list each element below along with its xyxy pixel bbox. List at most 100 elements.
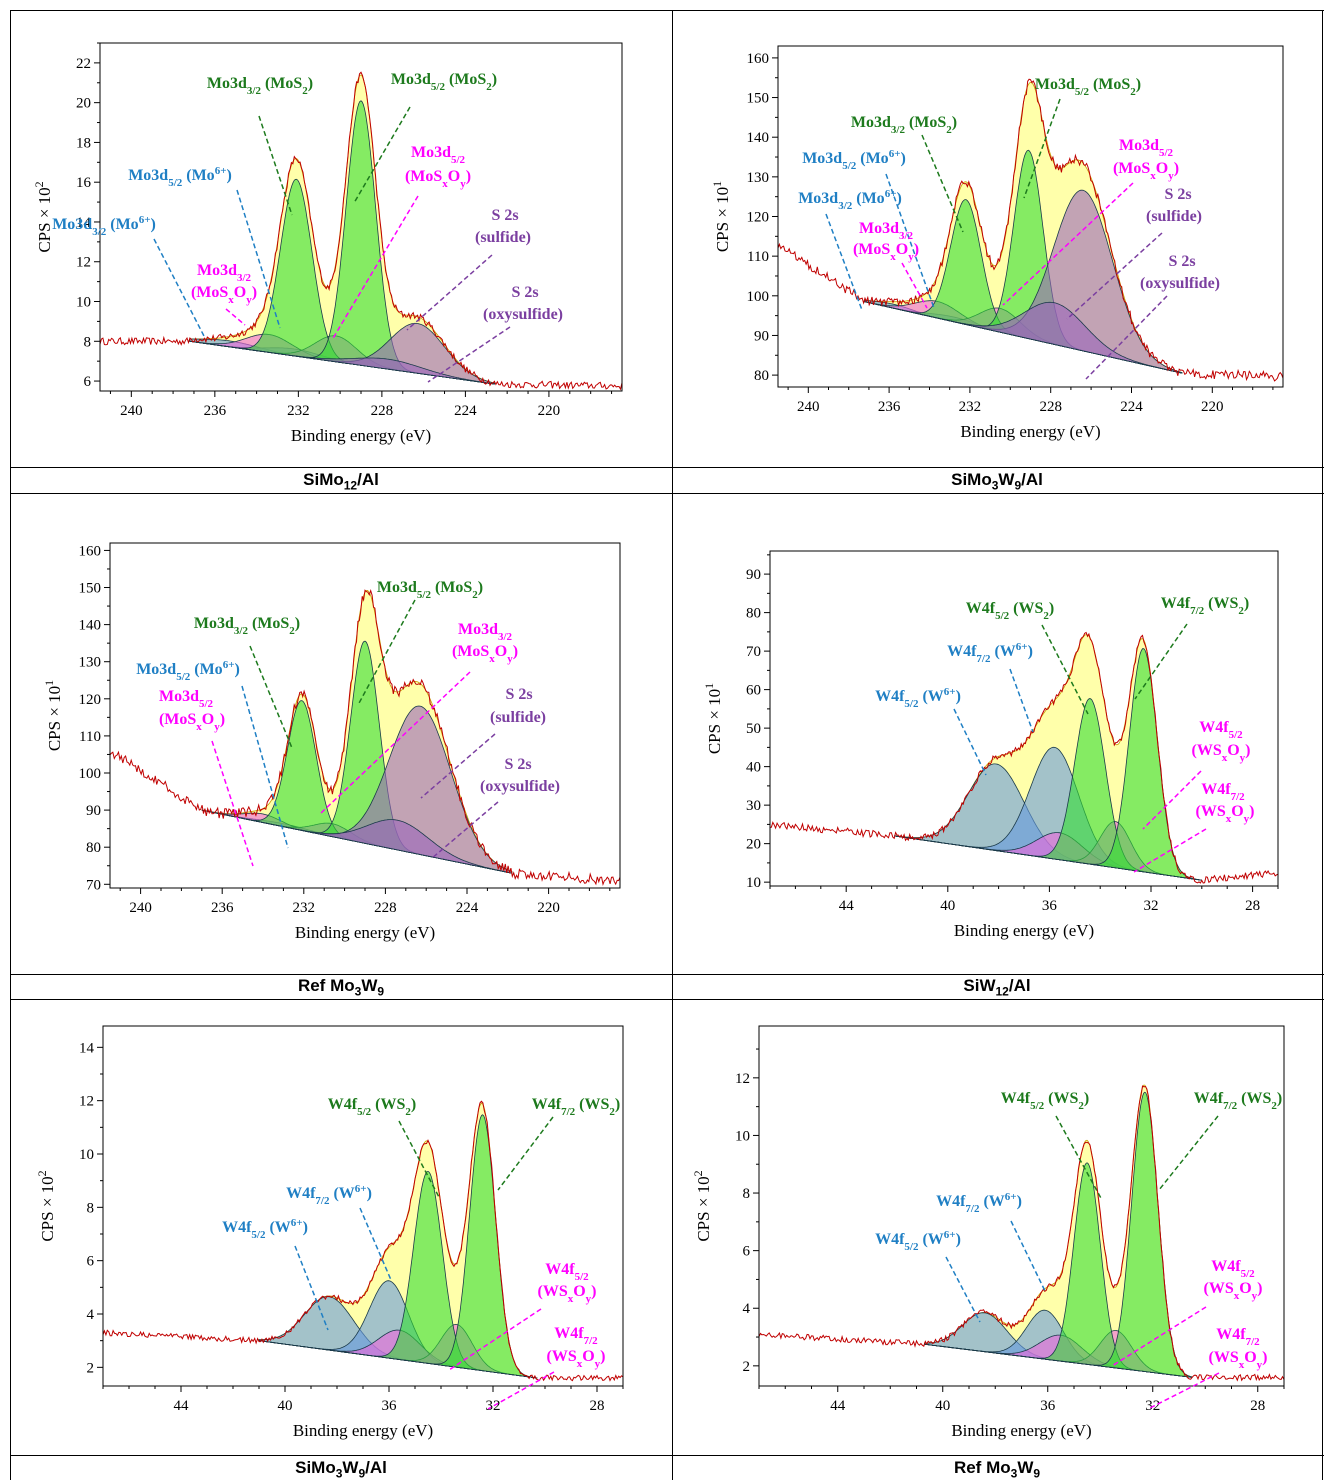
y-tick-label: 140 [747,130,770,146]
peak-label: (MoSxOy) [191,284,257,306]
peak-label: Mo3d3/2 (MoS2) [194,615,300,637]
y-tick-label: 100 [747,289,770,305]
y-tick-label: 18 [76,135,91,151]
x-tick-label: 28 [1245,898,1260,914]
peak-label: Mo3d3/2 (MoS2) [207,75,313,97]
plot-area [770,631,1278,884]
x-tick-label: 232 [287,403,310,419]
leader-line [258,115,293,216]
y-axis-title: CPS × 101 [42,680,64,751]
x-tick-label: 44 [174,1398,190,1414]
peak-label: Mo3d3/2 (MoS2) [851,114,957,136]
plot-area [110,588,620,886]
panel-caption: Ref Mo3W9 [953,1458,1041,1481]
leader-line [1041,624,1089,715]
y-tick-label: 140 [79,618,102,634]
y-tick-label: 160 [79,543,102,559]
y-tick-label: 110 [79,729,101,745]
peak-label: S 2s [511,284,538,301]
leader-line [225,308,246,326]
peak-label: (MoSxOy) [452,643,518,665]
y-tick-label: 60 [746,683,761,699]
peak-label: W4f5/2 (WS2) [328,1096,416,1118]
leader-line [153,238,206,339]
y-tick-label: 12 [79,1094,94,1110]
peak-label: Mo3d5/2 [1119,137,1174,159]
xps-chart: 44 40 36 32 28 10 20 30 40 50 60 70 80 90 Binding ener… [702,550,1279,940]
table-divider [672,10,673,1480]
y-axis-title: CPS × 102 [691,1170,713,1241]
y-tick-label: 12 [735,1071,750,1087]
xps-chart: 444036322824681012Binding energy (eV)CPS… [691,1025,1285,1440]
y-tick-label: 130 [747,170,770,186]
y-axis-title: CPS × 102 [32,181,54,252]
x-tick-label: 240 [120,403,143,419]
peak-label: Mo3d3/2 [197,262,252,284]
peak-label: (oxysulfide) [483,306,563,323]
x-tick-label: 236 [204,403,227,419]
x-tick-label: 240 [797,399,820,415]
y-tick-label: 150 [79,581,102,597]
x-tick-label: 240 [129,900,152,916]
figure-grid: SiMo12/Al SiMo3W9/Al Ref Mo3W9 SiW12/Al … [10,10,1324,1480]
raw-spectrum [759,1085,1284,1382]
x-tick-label: 36 [1042,898,1058,914]
y-tick-label: 120 [79,692,102,708]
peak-label: (oxysulfide) [1140,275,1220,292]
xps-chart: 240 236 232 228 224 220 6 8 10 12 14 16 18 20 22 Bindin… [32,42,623,445]
leader-line [1111,1306,1207,1367]
y-tick-label: 20 [76,96,91,112]
y-tick-label: 12 [76,255,91,271]
plot-area [100,71,622,391]
peak-label: W4f5/2 [545,1261,589,1283]
panel-caption: SiMo3W9/Al [951,470,1043,493]
y-tick-label: 4 [87,1307,95,1323]
raw-spectrum [110,588,620,886]
peak-label: Mo3d3/2 (Mo6+) [52,214,156,238]
y-tick-label: 70 [86,877,101,893]
peak-label: Mo3d5/2 (Mo6+) [802,148,906,172]
peak-label: (WSxOy) [1195,803,1254,825]
peak-label: (MoSxOy) [405,168,471,190]
x-tick-label: 40 [278,1398,293,1414]
x-axis-title: Binding energy (eV) [291,426,431,445]
xps-panel-siw12-al: 44 40 36 32 28 10 20 30 40 50 60 70 80 90 Binding ener… [672,493,1322,974]
leader-line [420,733,496,799]
y-tick-label: 160 [747,51,770,67]
x-tick-label: 232 [293,900,316,916]
peak-label: W4f7/2 (WS2) [532,1096,620,1118]
y-tick-label: 10 [735,1128,750,1144]
table-border-left [10,10,11,1480]
peak-label: W4f5/2 [1199,719,1243,741]
leader-line [427,326,511,383]
component-peak [189,340,495,385]
x-tick-label: 236 [211,900,234,916]
peak-label: W4f5/2 (WS2) [1001,1090,1089,1112]
peak-label: (WSxOy) [546,1348,605,1370]
x-tick-label: 220 [537,900,560,916]
x-tick-label: 228 [1039,399,1062,415]
xps-panel-ref-mo3w9-w: 444036322824681012Binding energy (eV)CPS… [672,999,1322,1455]
y-tick-label: 14 [76,215,92,231]
peak-label: (sulfide) [1146,208,1202,225]
x-tick-label: 224 [454,403,477,419]
y-tick-label: 6 [743,1244,751,1260]
raw-spectrum [100,71,622,391]
y-tick-label: 130 [79,655,102,671]
x-axis-title: Binding energy (eV) [951,1421,1091,1440]
leader-line [945,1256,981,1323]
y-tick-label: 100 [79,766,102,782]
table-border-top [10,10,1324,11]
peak-label: W4f5/2 (W6+) [875,1229,961,1253]
leader-line [953,708,987,776]
leader-line [1149,1372,1220,1409]
x-tick-label: 224 [1120,399,1143,415]
peak-label: S 2s [1164,186,1191,203]
leader-line [357,599,416,706]
x-axis-title: Binding energy (eV) [295,923,435,942]
component-peak [258,1114,538,1379]
peak-label: (MoSxOy) [1113,160,1179,182]
peak-label: (sulfide) [490,709,546,726]
component-peak [864,301,1183,374]
y-tick-label: 4 [743,1301,751,1317]
